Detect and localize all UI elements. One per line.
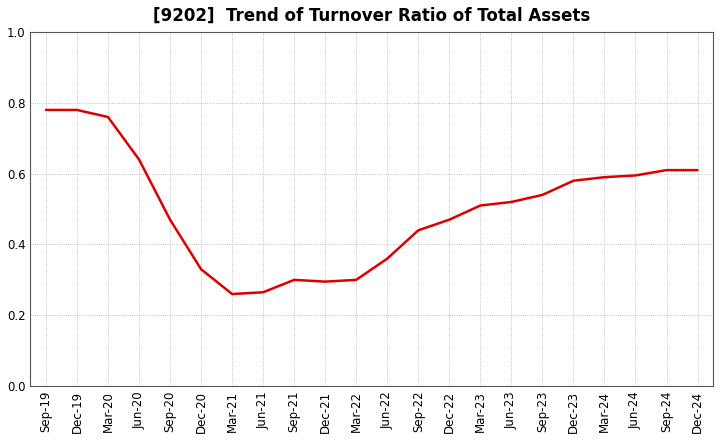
Title: [9202]  Trend of Turnover Ratio of Total Assets: [9202] Trend of Turnover Ratio of Total …	[153, 7, 590, 25]
